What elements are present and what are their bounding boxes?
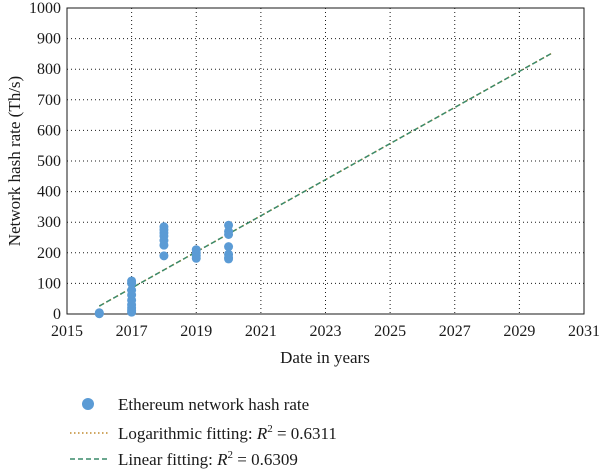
legend-lin-r: R xyxy=(216,450,228,469)
x-tick-label: 2015 xyxy=(51,323,83,340)
y-tick-label: 200 xyxy=(37,245,61,262)
tick-labels: 0 100 200 300 400 500 600 700 800 900 1000 2015 2017… xyxy=(29,0,600,340)
legend-lin-sup: 2 xyxy=(228,449,234,461)
legend: Ethereum network hash rate Logarithmic f… xyxy=(70,395,337,469)
legend-log-sup: 2 xyxy=(267,423,273,435)
x-tick-label: 2027 xyxy=(439,323,471,340)
data-points xyxy=(94,220,234,319)
fit-lines xyxy=(98,52,553,307)
y-tick-label: 500 xyxy=(37,153,61,170)
y-tick-label: 300 xyxy=(37,214,61,231)
data-point xyxy=(159,240,169,250)
legend-marker-scatter xyxy=(82,398,94,410)
data-point xyxy=(94,309,104,319)
x-axis-title: Date in years xyxy=(280,348,370,367)
x-tick-label: 2019 xyxy=(180,323,212,340)
y-axis-title: Network hash rate (Th/s) xyxy=(5,76,24,246)
x-tick-label: 2031 xyxy=(568,323,600,340)
data-point xyxy=(224,254,234,264)
legend-label-scatter: Ethereum network hash rate xyxy=(118,395,309,414)
legend-lin-value: = 0.6309 xyxy=(233,450,298,469)
x-tick-label: 2023 xyxy=(310,323,342,340)
grid xyxy=(67,8,584,314)
legend-label-linear: Linear fitting: R2 = 0.6309 xyxy=(118,449,298,469)
y-tick-label: 100 xyxy=(37,275,61,292)
data-point xyxy=(159,251,169,261)
data-point xyxy=(224,242,234,252)
x-tick-label: 2025 xyxy=(374,323,406,340)
y-tick-label: 400 xyxy=(37,184,61,201)
y-tick-label: 700 xyxy=(37,92,61,109)
data-point xyxy=(127,278,137,288)
linear-fit-line xyxy=(98,52,553,307)
x-tick-label: 2017 xyxy=(116,323,148,340)
data-point xyxy=(127,307,137,317)
legend-log-r: R xyxy=(256,424,268,443)
data-point xyxy=(191,253,201,263)
legend-log-value: = 0.6311 xyxy=(273,424,337,443)
y-tick-label: 800 xyxy=(37,61,61,78)
y-tick-label: 1000 xyxy=(29,0,61,17)
x-tick-label: 2021 xyxy=(245,323,277,340)
y-tick-label: 600 xyxy=(37,122,61,139)
legend-log-prefix: Logarithmic fitting: xyxy=(118,424,257,443)
legend-label-log: Logarithmic fitting: R2 = 0.6311 xyxy=(118,423,337,443)
y-tick-label: 900 xyxy=(37,31,61,48)
y-tick-label: 0 xyxy=(53,306,61,323)
data-point xyxy=(224,229,234,239)
legend-lin-prefix: Linear fitting: xyxy=(118,450,217,469)
x-tick-label: 2029 xyxy=(503,323,535,340)
